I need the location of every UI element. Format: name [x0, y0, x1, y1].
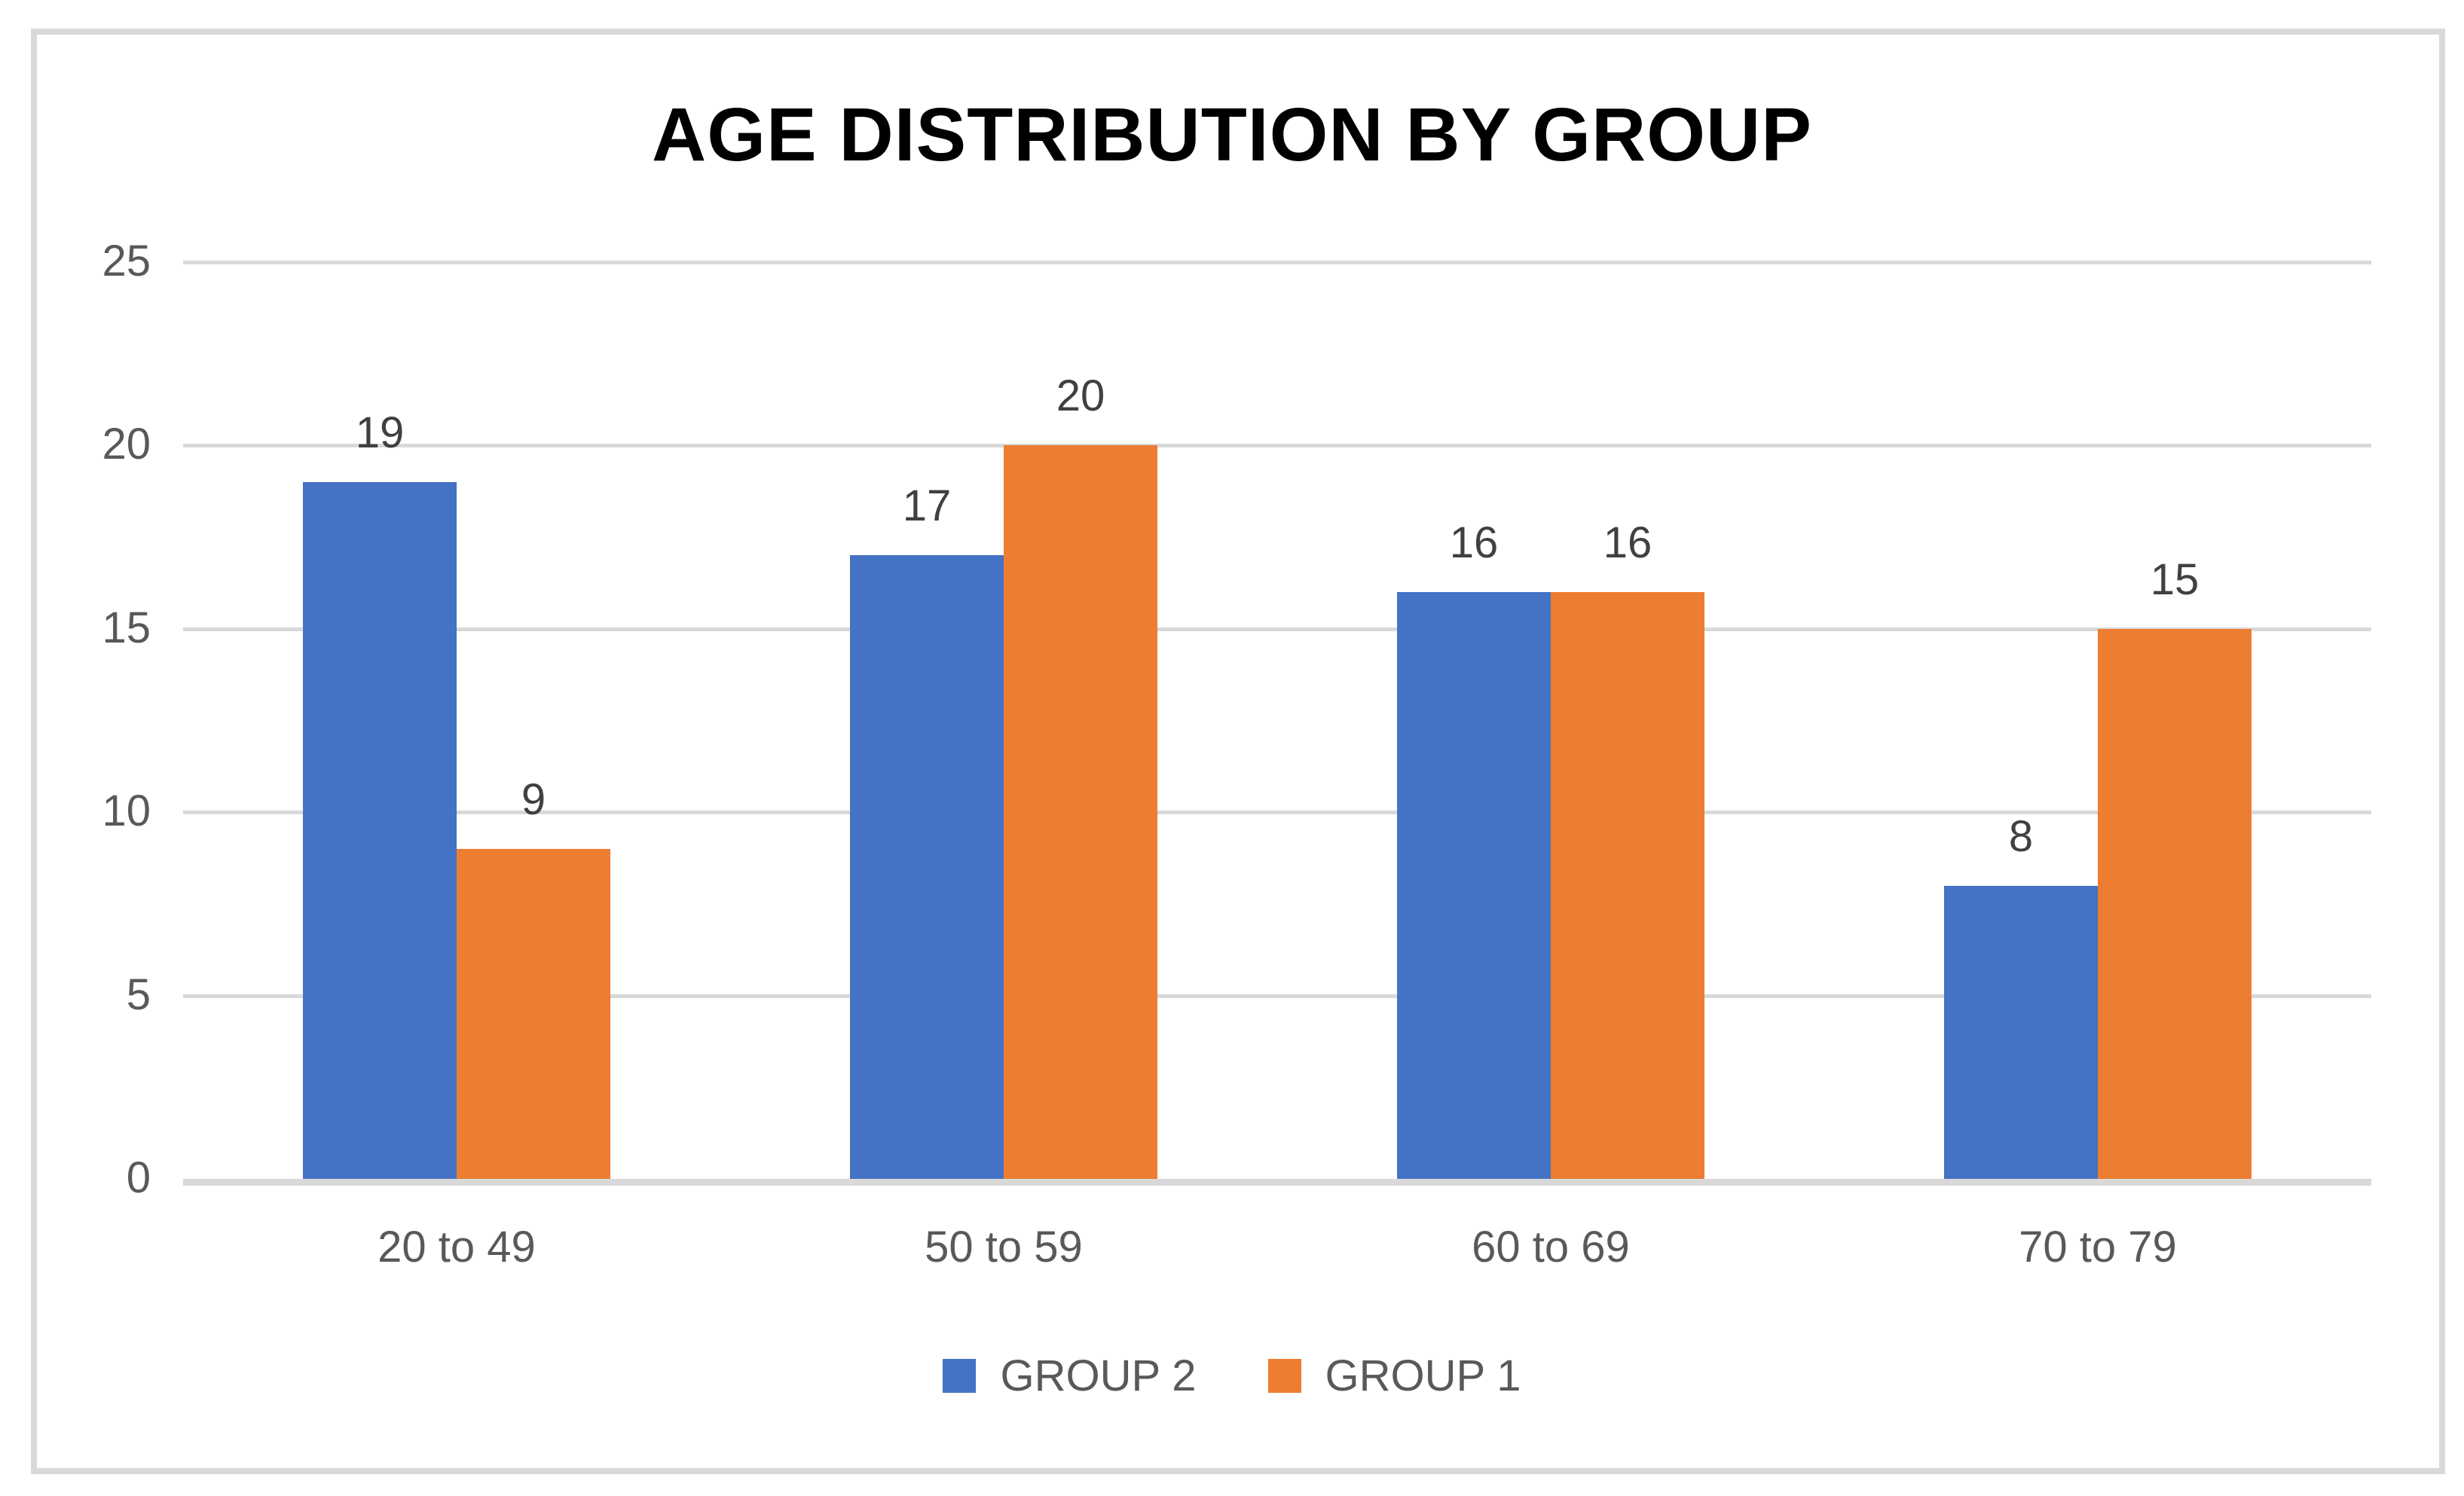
y-axis-label: 10 — [102, 786, 151, 836]
bar-value-label: 15 — [2150, 554, 2200, 604]
legend-item-group-2: GROUP 2 — [943, 1351, 1197, 1401]
bar-value-label: 20 — [1056, 371, 1105, 421]
y-axis-label: 20 — [102, 420, 151, 469]
gridline — [183, 627, 2371, 631]
gridline — [183, 444, 2371, 448]
legend-label: GROUP 1 — [1325, 1351, 1521, 1400]
y-axis-label: 15 — [102, 603, 151, 652]
bar-group-2 — [1397, 592, 1551, 1179]
legend-swatch-group-2 — [943, 1359, 977, 1393]
x-axis-label: 50 to 59 — [925, 1223, 1083, 1272]
bar-group-1 — [457, 848, 610, 1179]
chart-title: AGE DISTRIBUTION BY GROUP — [652, 93, 1812, 177]
legend: GROUP 2 GROUP 1 — [0, 1351, 2464, 1401]
legend-item-group-1: GROUP 1 — [1267, 1351, 1521, 1401]
bar-group-2 — [850, 555, 1004, 1179]
bar-group-2 — [303, 482, 457, 1179]
legend-swatch-group-1 — [1267, 1359, 1301, 1393]
bar-value-label: 17 — [902, 481, 952, 531]
gridline — [183, 811, 2371, 815]
x-axis-label: 60 to 69 — [1472, 1223, 1630, 1272]
gridline — [183, 994, 2371, 998]
bar-group-2 — [1944, 885, 2098, 1179]
bar-value-label: 16 — [1449, 518, 1499, 568]
bar-value-label: 9 — [521, 774, 546, 824]
gridline — [183, 261, 2371, 264]
y-axis-label: 0 — [126, 1153, 151, 1203]
y-axis-label: 25 — [102, 237, 151, 286]
legend-label: GROUP 2 — [1000, 1351, 1197, 1400]
bar-value-label: 16 — [1603, 518, 1652, 568]
bar-value-label: 19 — [355, 408, 405, 458]
x-axis-line — [183, 1179, 2371, 1186]
bar-group-1 — [2098, 628, 2252, 1179]
bar-group-1 — [1004, 445, 1157, 1179]
x-axis-label: 70 to 79 — [2019, 1223, 2177, 1272]
y-axis-label: 5 — [126, 969, 151, 1019]
bar-group-1 — [1551, 592, 1704, 1179]
bar-value-label: 8 — [2008, 811, 2034, 861]
x-axis-label: 20 to 49 — [378, 1223, 536, 1272]
